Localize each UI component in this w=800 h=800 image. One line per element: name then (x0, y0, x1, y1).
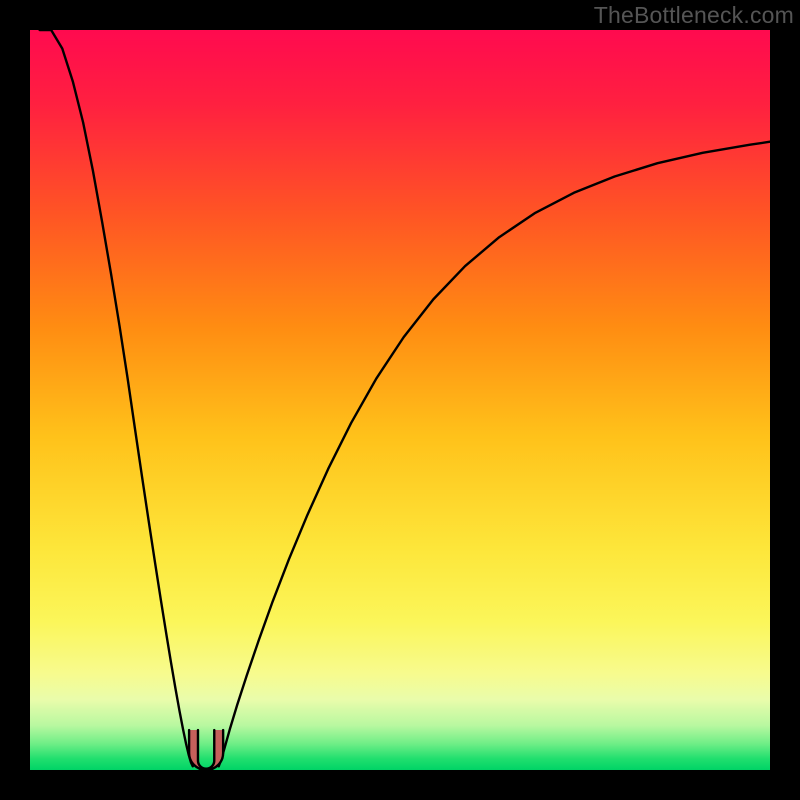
plot-background (30, 30, 770, 770)
chart-frame: TheBottleneck.com (0, 0, 800, 800)
watermark-text: TheBottleneck.com (594, 2, 794, 29)
bottleneck-chart-svg (0, 0, 800, 800)
